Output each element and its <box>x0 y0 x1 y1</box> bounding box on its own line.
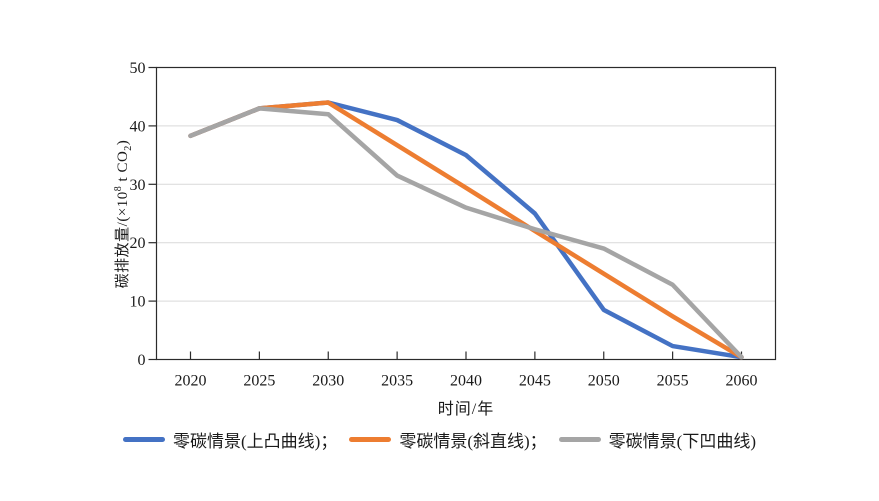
legend-swatch-straight-icon <box>349 437 392 442</box>
x-tick-label: 2045 <box>519 373 551 390</box>
x-tick-label: 2060 <box>726 373 758 390</box>
x-tick-label: 2055 <box>657 373 689 390</box>
y-axis-title-subscript: 2 <box>123 145 134 151</box>
legend-item: 零碳情景(下凹曲线) <box>558 427 756 452</box>
x-tick-label: 2050 <box>588 373 620 390</box>
y-tick-label: 30 <box>130 177 146 194</box>
y-tick-label: 20 <box>130 235 146 252</box>
y-tick-label: 10 <box>130 294 146 311</box>
legend-swatch-convex-icon <box>123 437 165 442</box>
legend-label: 零碳情景(下凹曲线) <box>608 432 756 451</box>
x-tick-label: 2035 <box>381 373 413 390</box>
y-axis-title-text: 碳排放量/(×10 <box>115 191 131 289</box>
x-tick-label: 2040 <box>450 373 482 390</box>
y-axis-title-mid: t CO <box>115 150 131 186</box>
series-line-1 <box>188 100 744 360</box>
x-tick-label: 2030 <box>312 373 344 390</box>
legend-item: 零碳情景(上凸曲线)； <box>123 427 337 452</box>
legend-swatch-concave-icon <box>558 437 601 442</box>
x-tick-label: 2025 <box>243 373 275 390</box>
x-axis-title: 时间/年 <box>437 401 495 418</box>
y-axis-title-suffix: ) <box>115 139 131 146</box>
y-tick-label: 0 <box>138 352 146 369</box>
series-line-0 <box>188 100 744 360</box>
legend-label: 零碳情景(上凸曲线)； <box>173 432 338 451</box>
legend-item: 零碳情景(斜直线)； <box>349 427 547 452</box>
y-axis-title-superscript: 8 <box>113 185 124 192</box>
y-tick-label: 50 <box>130 60 146 77</box>
x-tick-label: 2020 <box>175 373 207 390</box>
series-line-2 <box>188 106 744 360</box>
y-tick-label: 40 <box>130 118 146 135</box>
y-axis-title: 碳排放量/(×108 t CO2) <box>107 62 134 366</box>
legend-label: 零碳情景(斜直线)； <box>399 432 547 451</box>
legend: 零碳情景(上凸曲线)； 零碳情景(斜直线)； 零碳情景(下凹曲线) <box>0 427 879 452</box>
